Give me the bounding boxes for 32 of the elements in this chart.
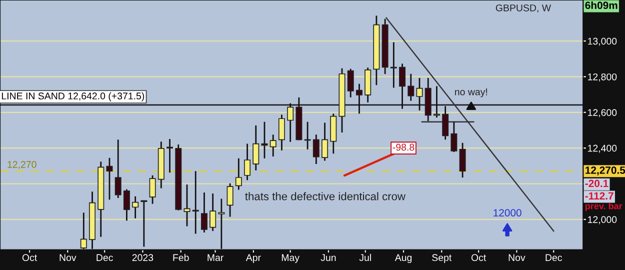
x-tick-label: Oct: [22, 254, 38, 262]
x-tick-label: 2023: [132, 254, 154, 262]
chart-title: GBPUSD, W: [496, 4, 552, 12]
x-tick-label: Jul: [359, 254, 371, 262]
text: 12,270.5: [586, 166, 625, 176]
x-tick-label: Jun: [320, 254, 336, 262]
y-tick-label: 12,600: [588, 109, 617, 118]
y-tick-label: 12,800: [588, 73, 617, 82]
x-tick-label: Aug: [394, 254, 412, 263]
y-tick-label: 12,400: [588, 144, 617, 153]
x-tick-label: Nov: [60, 254, 76, 262]
annotation: thats the defective identical crow: [245, 192, 406, 200]
text: prev. bar: [585, 202, 622, 211]
text: 6h09m: [585, 1, 618, 10]
x-tick-label: Feb: [173, 254, 189, 262]
x-tick-label: Dec: [546, 254, 562, 262]
ref-line-label: LINE IN SAND 12,642.0 (+371.5): [2, 92, 144, 102]
x-tick-label: Mar: [208, 254, 224, 262]
annotation: no way!: [455, 88, 488, 98]
x-tick-label: May: [282, 254, 300, 263]
x-tick-label: Apr: [246, 254, 261, 263]
ref-line-label: 12,270: [8, 161, 36, 170]
text: -112.7: [585, 192, 614, 200]
text: -20.1: [585, 180, 608, 188]
x-tick-label: Dec: [96, 254, 113, 262]
y-tick-label: 12,000: [588, 216, 617, 224]
annotation: 12000: [494, 209, 522, 216]
x-tick-label: Nov: [508, 254, 526, 262]
y-tick-label: 13,000: [588, 38, 617, 46]
x-tick-label: Sept: [432, 254, 452, 263]
annotation: -98.8: [392, 144, 414, 151]
x-tick-label: Oct: [471, 254, 486, 262]
